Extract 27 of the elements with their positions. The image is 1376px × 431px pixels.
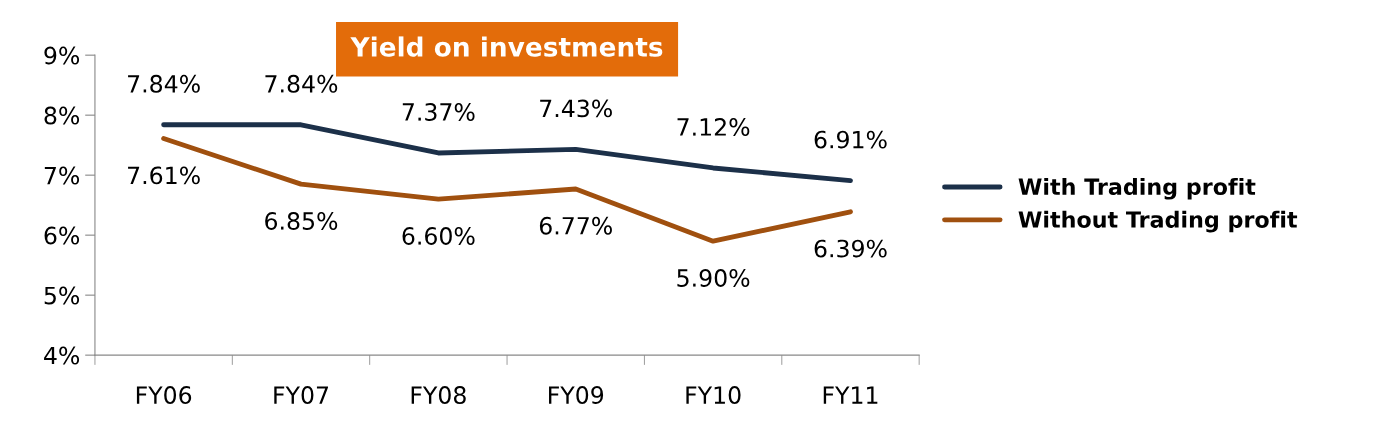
x-tick-label: FY09 — [549, 386, 604, 404]
y-tick-label: 6% — [44, 226, 80, 245]
data-label: 5.90% — [677, 269, 750, 287]
data-label: 7.84% — [128, 74, 200, 93]
data-label: 6.39% — [814, 239, 887, 258]
data-label: 6.91% — [814, 130, 887, 149]
legend-label: Without Trading profit — [1018, 210, 1298, 233]
y-tick-label: 4% — [44, 346, 80, 365]
x-tick-label: FY10 — [686, 386, 741, 404]
x-tick-label: FY07 — [274, 386, 329, 404]
x-tick-label: FY08 — [411, 386, 466, 404]
data-label: 6.77% — [539, 216, 612, 235]
legend-label: With Trading profit — [1018, 177, 1256, 200]
x-tick-label: FY11 — [823, 386, 878, 404]
data-label: 7.61% — [128, 166, 200, 185]
data-label: 7.12% — [677, 118, 750, 136]
y-tick-label: 8% — [44, 106, 80, 125]
data-label: 7.84% — [265, 74, 338, 93]
data-label: 7.37% — [402, 103, 475, 121]
y-tick-label: 9% — [44, 46, 80, 65]
x-tick-label: FY06 — [136, 386, 192, 404]
data-label: 6.85% — [265, 212, 338, 230]
chart-title: Yield on investments — [350, 36, 663, 57]
y-tick-label: 7% — [44, 166, 80, 185]
data-label: 6.60% — [402, 227, 475, 245]
data-label: 7.43% — [540, 99, 612, 118]
y-tick-label: 5% — [44, 286, 80, 305]
